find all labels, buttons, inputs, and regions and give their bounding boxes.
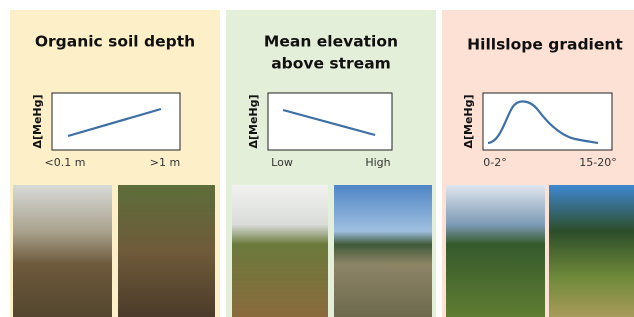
photo [13, 185, 112, 317]
x-axis-label: >1 m [150, 156, 180, 169]
photo [446, 185, 545, 317]
panel-title: above stream [271, 55, 391, 73]
photo [118, 185, 215, 317]
y-axis-label: Δ[MeHg] [247, 94, 260, 148]
panel-title: Organic soil depth [35, 33, 195, 51]
chart-frame [268, 93, 392, 150]
photo [334, 185, 432, 317]
y-axis-label: Δ[MeHg] [462, 94, 475, 148]
photo [232, 185, 328, 317]
x-axis-label: High [365, 156, 390, 169]
x-axis-label: 15-20° [579, 156, 616, 169]
x-axis-label: <0.1 m [45, 156, 86, 169]
panel-title: Mean elevation [264, 33, 398, 51]
panel-title: Hillslope gradient [467, 36, 623, 54]
x-axis-label: 0-2° [483, 156, 506, 169]
y-axis-label: Δ[MeHg] [31, 94, 44, 148]
photo [549, 185, 634, 317]
figure: Organic soil depthΔ[MeHg]<0.1 m>1 mMean … [0, 0, 634, 317]
x-axis-label: Low [271, 156, 293, 169]
